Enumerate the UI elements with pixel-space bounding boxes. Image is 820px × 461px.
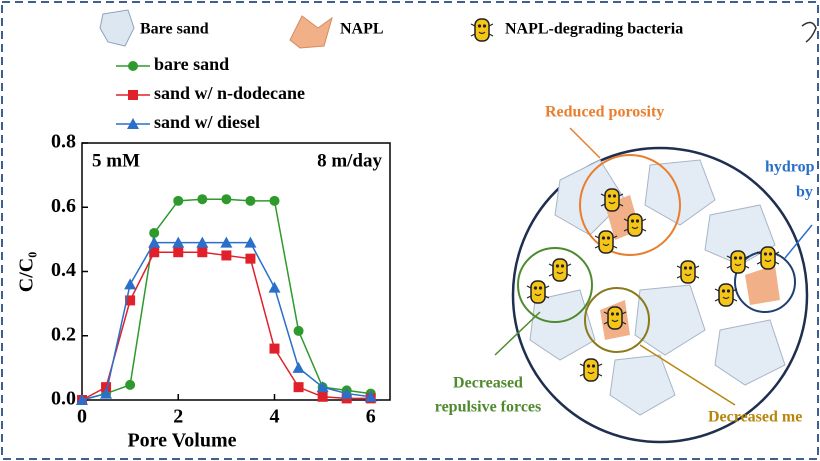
- marker: [340, 387, 353, 399]
- marker: [269, 343, 280, 354]
- arrow: [784, 224, 813, 259]
- marker: [100, 387, 113, 399]
- marker: [197, 194, 208, 205]
- annotation: 5 mM: [92, 150, 140, 171]
- y-axis-label: C/C₀: [16, 252, 38, 292]
- x-tick-label: 0: [77, 406, 87, 428]
- marker: [221, 194, 232, 205]
- grain: [714, 319, 786, 386]
- napl: [745, 265, 780, 305]
- label: by: [796, 184, 813, 201]
- marker: [244, 236, 257, 248]
- marker: [245, 195, 256, 206]
- arrow: [569, 127, 601, 159]
- legend-marker: [128, 90, 138, 100]
- marker: [101, 382, 112, 393]
- sand-icon: [99, 9, 135, 47]
- y-tick-label: 0.8: [51, 131, 76, 153]
- label: Decreased me: [708, 409, 802, 426]
- marker: [76, 394, 88, 405]
- grain: [644, 159, 716, 226]
- cut-icon: [801, 21, 817, 43]
- marker: [149, 227, 160, 238]
- marker: [293, 382, 304, 393]
- marker: [124, 278, 137, 290]
- grain: [529, 289, 596, 361]
- marker: [197, 247, 208, 258]
- marker: [220, 236, 233, 248]
- label: Reduced porosity: [545, 104, 664, 121]
- marker: [293, 325, 304, 336]
- x-tick-label: 4: [270, 406, 280, 428]
- plot-frame: [81, 142, 391, 401]
- marker: [149, 247, 160, 258]
- x-tick-label: 2: [173, 406, 183, 428]
- legend-label: sand w/ diesel: [154, 112, 260, 132]
- marker: [269, 195, 280, 206]
- arrow: [639, 344, 736, 406]
- marker: [173, 195, 184, 206]
- arrow: [494, 311, 541, 356]
- legend-text: NAPL: [340, 21, 384, 38]
- marker: [292, 361, 305, 373]
- napl-icon: [289, 15, 333, 49]
- grain: [704, 204, 776, 266]
- label: Decreased: [453, 375, 523, 392]
- legend-label: sand w/ n-dodecane: [154, 83, 305, 103]
- marker: [364, 390, 377, 402]
- marker: [317, 391, 328, 402]
- highlight: [584, 287, 650, 353]
- x-axis-label: Pore Volume: [127, 430, 236, 452]
- legend-text: Bare sand: [140, 21, 209, 38]
- y-tick-label: 0.6: [51, 195, 76, 217]
- annotation: 8 m/day: [317, 150, 382, 171]
- marker: [196, 236, 209, 248]
- marker: [148, 236, 161, 248]
- y-tick-label: 0.2: [51, 323, 76, 345]
- label: repulsive forces: [435, 399, 542, 416]
- label: hydrop: [765, 159, 815, 176]
- series-line: [81, 251, 371, 401]
- marker: [172, 236, 185, 248]
- grain: [634, 284, 706, 356]
- y-tick-label: 0.0: [51, 388, 76, 410]
- marker: [316, 381, 329, 393]
- x-tick-label: 6: [366, 406, 376, 428]
- marker: [221, 250, 232, 261]
- marker: [125, 295, 136, 306]
- marker: [268, 281, 281, 293]
- grain: [554, 159, 626, 236]
- diagram: Reduced porosity hydrop by Decreased rep…: [435, 104, 815, 444]
- y-tick-label: 0.4: [51, 259, 76, 281]
- highlight: [579, 154, 681, 256]
- series-line: [81, 241, 371, 401]
- grain: [609, 354, 676, 416]
- marker: [245, 253, 256, 264]
- highlight: [517, 247, 593, 323]
- legend-marker: [128, 61, 138, 71]
- legend-text: NAPL-degrading bacteria: [505, 21, 683, 38]
- marker: [125, 379, 136, 390]
- bacteria-icon: [470, 18, 494, 42]
- legend-label: bare sand: [154, 54, 229, 74]
- marker: [173, 247, 184, 258]
- legend-marker: [127, 118, 139, 129]
